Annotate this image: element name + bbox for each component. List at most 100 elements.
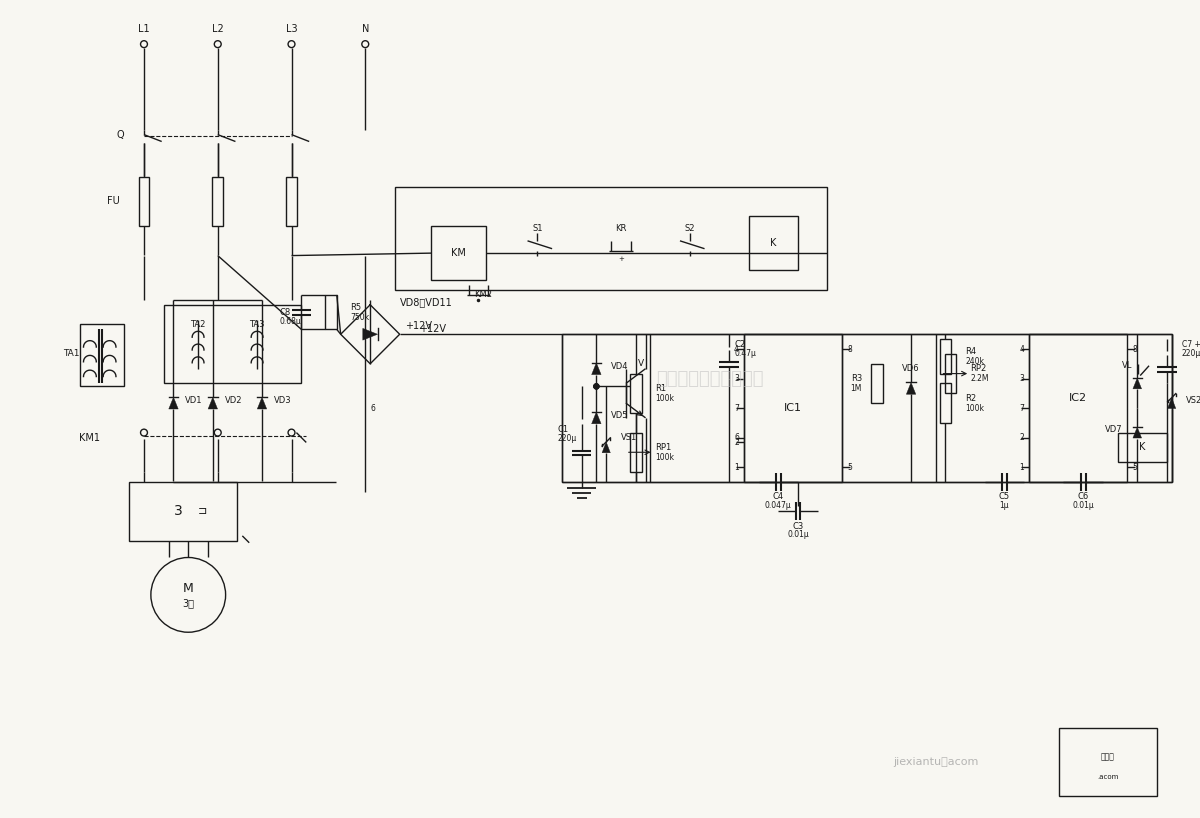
Text: 100k: 100k bbox=[655, 393, 674, 402]
Text: C7 +: C7 + bbox=[1182, 339, 1200, 348]
Bar bbox=[130, 482, 238, 541]
Text: K: K bbox=[1139, 443, 1145, 452]
Text: K: K bbox=[770, 238, 776, 249]
Text: IC2: IC2 bbox=[1069, 393, 1087, 403]
Text: V: V bbox=[637, 359, 643, 368]
Text: L1: L1 bbox=[138, 25, 150, 34]
Bar bbox=[940, 339, 952, 374]
Text: +12V: +12V bbox=[404, 321, 432, 331]
Text: VD8～VD11: VD8～VD11 bbox=[400, 297, 452, 307]
Polygon shape bbox=[906, 383, 916, 394]
Text: 220μ: 220μ bbox=[557, 434, 576, 443]
Text: 0.68μ: 0.68μ bbox=[280, 317, 301, 326]
Text: 8: 8 bbox=[1133, 344, 1138, 353]
Text: C6: C6 bbox=[1078, 492, 1088, 501]
Text: R4: R4 bbox=[965, 347, 977, 356]
Bar bbox=[744, 335, 842, 482]
Bar bbox=[163, 305, 301, 384]
Text: RP2: RP2 bbox=[970, 364, 986, 373]
Bar bbox=[871, 364, 882, 403]
Text: 3～: 3～ bbox=[182, 598, 194, 608]
Text: R2: R2 bbox=[965, 393, 977, 402]
Circle shape bbox=[594, 384, 599, 389]
Polygon shape bbox=[362, 328, 378, 340]
Bar bbox=[80, 325, 125, 386]
Text: VD3: VD3 bbox=[274, 396, 292, 405]
Text: 1M: 1M bbox=[851, 384, 862, 393]
Polygon shape bbox=[169, 398, 179, 409]
Text: VD4: VD4 bbox=[611, 362, 629, 371]
Bar bbox=[431, 226, 486, 281]
Text: IC1: IC1 bbox=[784, 403, 802, 413]
Text: KM: KM bbox=[451, 248, 466, 258]
Polygon shape bbox=[1133, 378, 1141, 389]
Bar bbox=[630, 374, 642, 413]
Text: N: N bbox=[361, 25, 368, 34]
Text: 0.47μ: 0.47μ bbox=[734, 349, 756, 358]
Text: S1: S1 bbox=[532, 223, 542, 232]
Text: S2: S2 bbox=[684, 223, 695, 232]
Text: 5: 5 bbox=[847, 462, 852, 471]
Text: 杭州将睹科技有限公司: 杭州将睹科技有限公司 bbox=[655, 370, 763, 388]
Text: 1: 1 bbox=[1020, 462, 1024, 471]
Bar bbox=[395, 187, 828, 290]
Text: VD6: VD6 bbox=[902, 364, 920, 373]
Text: 100k: 100k bbox=[655, 452, 674, 461]
Text: 2: 2 bbox=[734, 438, 739, 447]
Text: R1: R1 bbox=[655, 384, 666, 393]
Bar bbox=[1058, 728, 1157, 797]
Polygon shape bbox=[208, 398, 217, 409]
Text: 4: 4 bbox=[1019, 344, 1024, 353]
Text: 100k: 100k bbox=[965, 403, 984, 412]
Text: 7: 7 bbox=[734, 403, 739, 412]
Text: C3: C3 bbox=[792, 522, 804, 531]
Circle shape bbox=[594, 384, 599, 389]
Text: Q: Q bbox=[116, 129, 125, 140]
Text: jiexiantu．acom: jiexiantu．acom bbox=[893, 757, 978, 767]
Text: 750k: 750k bbox=[350, 312, 370, 321]
Polygon shape bbox=[1168, 398, 1176, 408]
Text: 1μ: 1μ bbox=[1000, 501, 1009, 510]
Text: RP1: RP1 bbox=[655, 443, 672, 452]
Text: 3: 3 bbox=[1019, 374, 1024, 383]
Text: VD5: VD5 bbox=[611, 411, 629, 420]
Bar bbox=[138, 177, 149, 226]
Text: 2: 2 bbox=[1020, 433, 1024, 442]
Text: R5: R5 bbox=[350, 303, 361, 312]
Text: 4: 4 bbox=[734, 344, 739, 353]
Text: TA2: TA2 bbox=[191, 320, 205, 329]
Text: +: + bbox=[618, 255, 624, 262]
Text: 220μ: 220μ bbox=[1182, 349, 1200, 358]
Text: VD1: VD1 bbox=[185, 396, 203, 405]
Text: C1: C1 bbox=[557, 425, 568, 434]
Text: ⊐: ⊐ bbox=[198, 506, 208, 516]
Bar bbox=[749, 216, 798, 270]
Text: 1: 1 bbox=[734, 462, 739, 471]
Text: VS1: VS1 bbox=[620, 433, 637, 442]
Text: VD7: VD7 bbox=[1105, 425, 1122, 434]
Circle shape bbox=[594, 384, 599, 389]
Bar bbox=[940, 384, 952, 423]
Text: C4: C4 bbox=[773, 492, 784, 501]
Text: VD2: VD2 bbox=[224, 396, 242, 405]
Text: KM2: KM2 bbox=[474, 290, 492, 299]
Bar bbox=[1117, 433, 1166, 462]
Text: 6: 6 bbox=[734, 433, 739, 442]
Text: VS2: VS2 bbox=[1187, 396, 1200, 405]
Text: 240k: 240k bbox=[965, 357, 984, 366]
Text: KR: KR bbox=[616, 223, 626, 232]
Text: KM1: KM1 bbox=[79, 433, 100, 443]
Text: 2.2M: 2.2M bbox=[970, 374, 989, 383]
Text: .acom: .acom bbox=[1097, 774, 1118, 780]
Text: C5: C5 bbox=[998, 492, 1010, 501]
Polygon shape bbox=[602, 442, 611, 452]
Text: FU: FU bbox=[107, 196, 120, 206]
Bar bbox=[212, 177, 223, 226]
Polygon shape bbox=[1133, 427, 1141, 438]
Text: 3: 3 bbox=[174, 504, 182, 519]
Text: L2: L2 bbox=[212, 25, 223, 34]
Text: 6: 6 bbox=[371, 403, 376, 412]
Text: L3: L3 bbox=[286, 25, 298, 34]
Text: +12V: +12V bbox=[419, 325, 446, 335]
Text: 0.047μ: 0.047μ bbox=[764, 501, 792, 510]
